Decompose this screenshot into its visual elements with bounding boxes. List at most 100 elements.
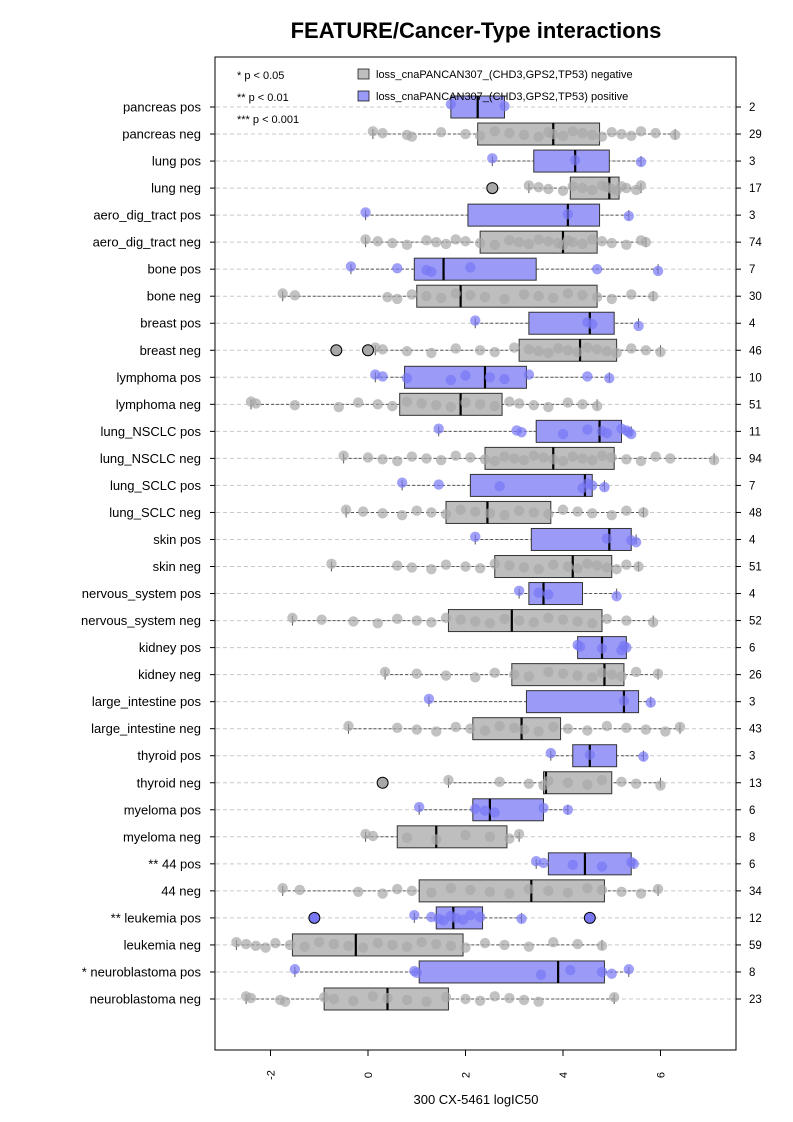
data-point	[489, 346, 500, 358]
data-point	[372, 937, 383, 949]
data-point	[489, 400, 500, 412]
group-count: 12	[749, 913, 762, 925]
data-point	[392, 560, 403, 571]
data-point	[567, 181, 578, 192]
data-point	[377, 454, 388, 465]
data-point	[489, 807, 500, 818]
data-points	[231, 99, 720, 1007]
data-point	[435, 127, 447, 138]
boxes	[235, 95, 715, 1011]
group-count: 23	[749, 994, 762, 1006]
group-count: 46	[749, 345, 762, 357]
data-point	[611, 591, 622, 602]
data-point	[379, 666, 391, 678]
data-point	[314, 937, 325, 948]
data-point	[316, 614, 327, 625]
data-point	[635, 888, 647, 899]
group-count: 3	[749, 156, 755, 168]
data-point	[708, 454, 720, 466]
data-point	[357, 942, 369, 953]
data-point	[647, 291, 659, 302]
data-point	[604, 373, 615, 384]
data-point	[318, 991, 330, 1003]
data-point	[489, 239, 500, 251]
data-point	[533, 234, 544, 245]
data-point	[445, 374, 457, 386]
data-point	[543, 401, 554, 413]
data-point	[557, 614, 569, 625]
data-point	[433, 479, 444, 490]
group-label: aero_dig_tract pos	[93, 208, 201, 223]
data-point	[440, 670, 452, 681]
data-point	[557, 185, 569, 196]
group-count: 3	[749, 210, 755, 222]
data-point	[377, 888, 388, 899]
data-point	[528, 400, 539, 411]
data-point	[382, 291, 393, 303]
chart-title: FEATURE/Cancer-Type interactions	[291, 18, 662, 43]
data-point	[450, 288, 461, 299]
data-point	[587, 672, 598, 683]
data-point	[652, 883, 664, 895]
data-point	[340, 504, 352, 515]
data-point	[450, 450, 461, 461]
data-point	[392, 722, 403, 733]
data-point	[470, 506, 481, 517]
group-count: 4	[749, 534, 756, 546]
group-count: 6	[749, 643, 755, 655]
x-axis-label: 300 CX-5461 logIC50	[413, 1092, 538, 1107]
group-label: neuroblastoma neg	[90, 991, 201, 1006]
data-point	[528, 450, 539, 461]
data-point	[504, 235, 515, 246]
group-label: bone pos	[148, 262, 202, 277]
data-point	[372, 399, 383, 410]
data-point	[484, 831, 496, 843]
data-point	[548, 559, 559, 570]
data-point	[431, 400, 442, 411]
data-point	[596, 884, 608, 896]
data-point	[543, 775, 554, 787]
data-point	[460, 236, 471, 247]
data-point	[470, 672, 481, 683]
data-point	[479, 805, 491, 816]
group-count: 59	[749, 940, 762, 952]
data-point	[533, 996, 544, 1007]
data-point	[240, 938, 252, 950]
data-point	[440, 991, 452, 1003]
data-point	[277, 288, 288, 299]
data-point	[450, 234, 461, 245]
data-point	[633, 561, 644, 572]
data-point	[606, 509, 617, 521]
group-label: lymphoma neg	[116, 397, 201, 412]
data-point	[479, 291, 491, 303]
data-point	[596, 131, 608, 142]
data-point	[623, 964, 635, 975]
group-count: 29	[749, 129, 762, 141]
data-point	[543, 347, 554, 359]
data-point	[513, 236, 525, 248]
data-point	[596, 774, 608, 786]
data-point	[401, 239, 413, 251]
data-point	[343, 720, 354, 732]
data-point	[647, 617, 659, 628]
box	[530, 527, 632, 551]
group-count: 10	[749, 372, 762, 384]
data-point	[362, 452, 374, 463]
data-point	[494, 720, 505, 732]
data-point	[557, 130, 569, 142]
data-point	[348, 995, 359, 1006]
data-point	[623, 210, 635, 222]
data-point	[360, 234, 371, 245]
data-point	[440, 509, 452, 520]
data-point	[557, 428, 569, 440]
data-point	[618, 695, 630, 706]
group-count: 8	[749, 832, 755, 844]
data-point	[601, 613, 613, 624]
data-point	[596, 966, 608, 978]
data-point	[533, 131, 544, 142]
group-count: 4	[749, 318, 756, 330]
data-point	[587, 129, 598, 141]
data-point	[587, 184, 598, 196]
data-point	[577, 453, 588, 464]
legend-swatch-negative	[357, 68, 370, 80]
